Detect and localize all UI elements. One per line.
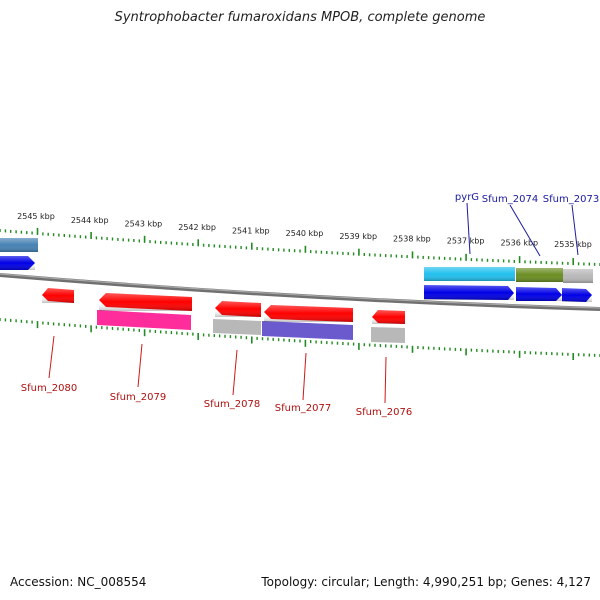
kbp-label: 2535 kbp (554, 240, 592, 249)
tick-row-top (0, 227, 600, 266)
map-title: Syntrophobacter fumaroxidans MPOB, compl… (114, 10, 486, 25)
cog-feature[interactable] (213, 319, 261, 335)
kbp-label: 2544 kbp (71, 216, 109, 225)
cog-feature[interactable] (371, 327, 405, 343)
gloss-overlay (0, 238, 593, 324)
cog-feature[interactable] (97, 310, 191, 330)
gene-label-sfum-2077[interactable]: Sfum_2077 (275, 403, 331, 414)
bottom-leader-lines (48, 335, 387, 404)
gene-label-sfum-2079[interactable]: Sfum_2079 (110, 392, 166, 403)
kbp-label: 2537 kbp (447, 237, 485, 246)
gene-label-sfum-2073[interactable]: Sfum_2073 (543, 194, 599, 205)
kbp-label: 2538 kbp (393, 234, 431, 243)
kbp-label: 2540 kbp (286, 229, 324, 238)
kbp-label: 2541 kbp (232, 226, 270, 235)
gene-label-pyrG[interactable]: pyrG (455, 192, 479, 203)
kbp-label: 2543 kbp (125, 220, 163, 229)
tick-row-bottom (0, 318, 600, 360)
kbp-label: 2542 kbp (178, 223, 216, 232)
gene-label-sfum-2076[interactable]: Sfum_2076 (356, 407, 412, 418)
gene-label-sfum-2074[interactable]: Sfum_2074 (482, 194, 538, 205)
gene-label-sfum-2080[interactable]: Sfum_2080 (21, 383, 77, 394)
genome-stats-label: Topology: circular; Length: 4,990,251 bp… (261, 575, 591, 589)
gene-label-sfum-2078[interactable]: Sfum_2078 (204, 399, 260, 410)
cog-feature[interactable] (262, 321, 353, 340)
genome-backbone (0, 273, 600, 311)
kbp-label: 2539 kbp (339, 232, 377, 241)
kbp-label-group: 2545 kbp 2544 kbp 2543 kbp 2542 kbp 2541 kbp… (17, 212, 592, 249)
accession-label: Accession: NC_008554 (10, 575, 147, 589)
kbp-label: 2545 kbp (17, 212, 55, 221)
kbp-label: 2536 kbp (500, 239, 538, 248)
top-leader-lines (466, 202, 579, 257)
